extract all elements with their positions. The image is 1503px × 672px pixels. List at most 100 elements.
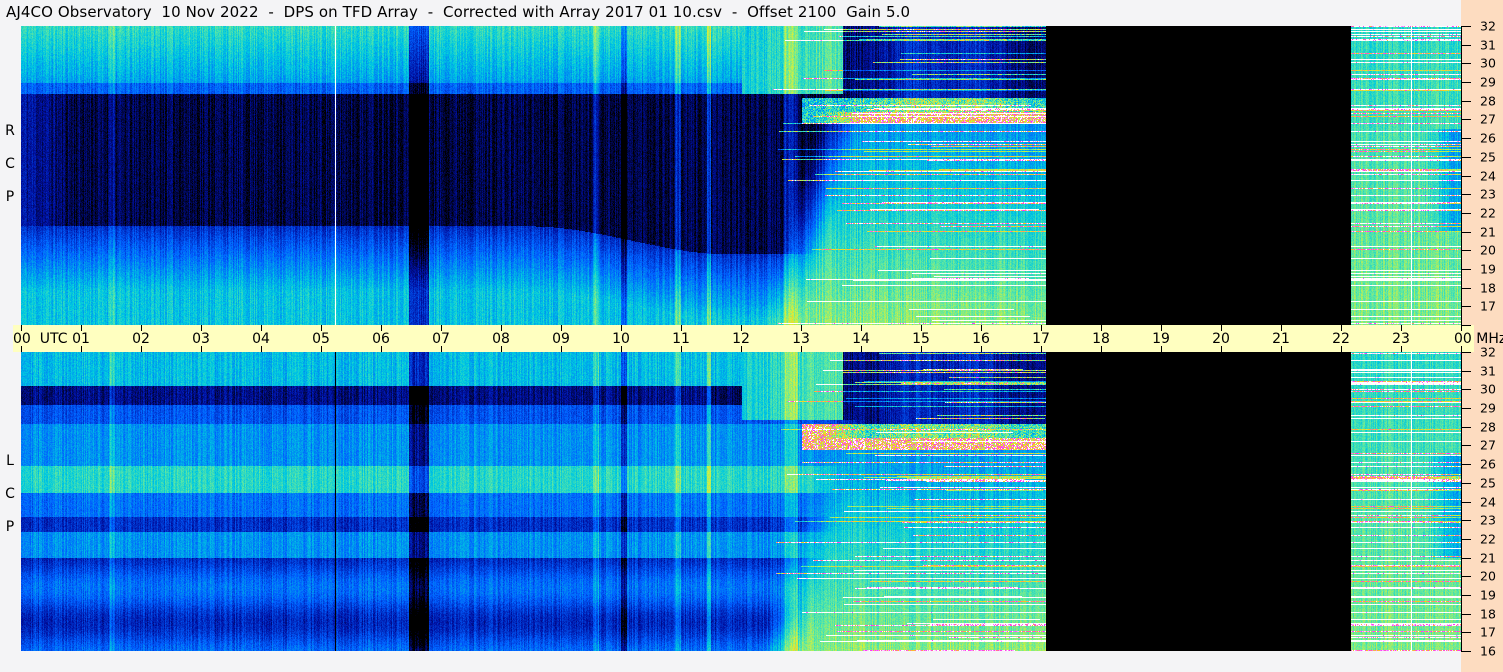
time-tick [201,325,202,331]
time-tick-label: 09 [552,331,570,347]
time-tick [861,346,862,352]
time-tick [621,346,622,352]
time-tick-label: 11 [672,331,690,347]
time-axis-band [13,325,1474,352]
time-tick [261,325,262,331]
freq-tick-label: 18 [1480,280,1496,296]
freq-tick-label: 24 [1480,168,1496,183]
freq-tick [1461,82,1471,84]
time-tick-label: 01 [72,331,90,347]
time-tick-label: 15 [912,331,930,347]
time-tick [681,325,682,331]
freq-tick [1461,44,1471,46]
freq-tick [1461,138,1471,140]
time-tick [381,346,382,352]
side-label-letter: P [5,519,15,535]
freq-tick [1461,212,1471,214]
side-label-letter: L [6,453,14,469]
freq-tick-label: 28 [1480,419,1496,435]
time-tick-label: 00 MHz [1454,331,1503,347]
time-tick [381,325,382,331]
lcp-heatmap-canvas [21,352,1461,651]
rcp-heatmap-canvas [21,26,1461,325]
time-tick [1461,346,1462,352]
time-tick-label: 19 [1152,331,1170,347]
freq-tick-label: 30 [1480,381,1496,397]
freq-tick-label: 24 [1480,494,1496,509]
freq-tick [1461,194,1471,196]
side-label-letter: R [5,123,15,139]
freq-tick-label: 17 [1480,624,1496,640]
time-tick [21,346,22,352]
time-tick [621,325,622,331]
freq-tick [1461,100,1471,102]
time-tick-label: 14 [852,331,870,347]
time-tick [921,346,922,352]
time-tick-label: 13 [792,331,810,347]
lcp-spectrogram [21,352,1461,651]
time-tick [861,325,862,331]
freq-tick-label: 32 [1480,344,1496,360]
freq-tick-label: 31 [1480,37,1496,53]
time-tick [1281,346,1282,352]
time-tick-label: 00 UTC [13,331,68,347]
time-tick [1161,346,1162,352]
freq-tick [1461,651,1471,652]
time-tick-label: 16 [972,331,990,347]
time-tick [741,346,742,352]
time-tick [1101,346,1102,352]
freq-tick [1461,306,1471,308]
time-tick [981,346,982,352]
time-tick [1341,325,1342,331]
time-tick-label: 22 [1332,331,1350,347]
freq-tick-label: 29 [1480,74,1496,90]
freq-tick-label: 28 [1480,93,1496,109]
time-tick [81,346,82,352]
freq-tick [1461,426,1471,428]
time-tick [1041,346,1042,352]
freq-tick [1461,632,1471,634]
time-tick [561,346,562,352]
time-tick-label: 23 [1392,331,1410,347]
freq-tick-label: 27 [1480,111,1496,127]
freq-tick [1461,389,1471,391]
freq-tick-label: 27 [1480,437,1496,453]
freq-tick [1461,352,1471,353]
time-tick [561,325,562,331]
freq-tick [1461,250,1471,252]
time-tick [441,346,442,352]
freq-tick [1461,594,1471,596]
time-tick [1401,325,1402,331]
freq-tick-label: 19 [1480,261,1496,277]
freq-tick-label: 16 [1480,643,1496,659]
time-tick [21,325,22,331]
freq-tick-label: 20 [1480,242,1496,258]
time-tick [801,325,802,331]
time-tick-label: 18 [1092,331,1110,347]
time-tick [1461,325,1462,331]
freq-tick [1461,501,1471,503]
time-tick [81,325,82,331]
chart-title: AJ4CO Observatory 10 Nov 2022 - DPS on T… [6,3,911,21]
side-label-letter: C [5,486,15,502]
time-tick [141,346,142,352]
time-tick [501,325,502,331]
time-tick [681,346,682,352]
freq-tick-label: 22 [1480,205,1496,221]
freq-tick [1461,156,1471,158]
time-tick-label: 06 [372,331,390,347]
freq-tick [1461,231,1471,233]
time-tick-label: 20 [1212,331,1230,347]
freq-tick [1461,464,1471,466]
freq-tick [1461,325,1471,326]
freq-tick-label: 21 [1480,224,1496,240]
time-tick-label: 03 [192,331,210,347]
freq-tick-label: 26 [1480,456,1496,472]
freq-tick [1461,119,1471,121]
freq-tick-label: 19 [1480,587,1496,603]
time-tick-label: 07 [432,331,450,347]
time-tick [441,325,442,331]
freq-tick [1461,408,1471,410]
freq-tick [1461,287,1471,289]
time-tick-label: 12 [732,331,750,347]
